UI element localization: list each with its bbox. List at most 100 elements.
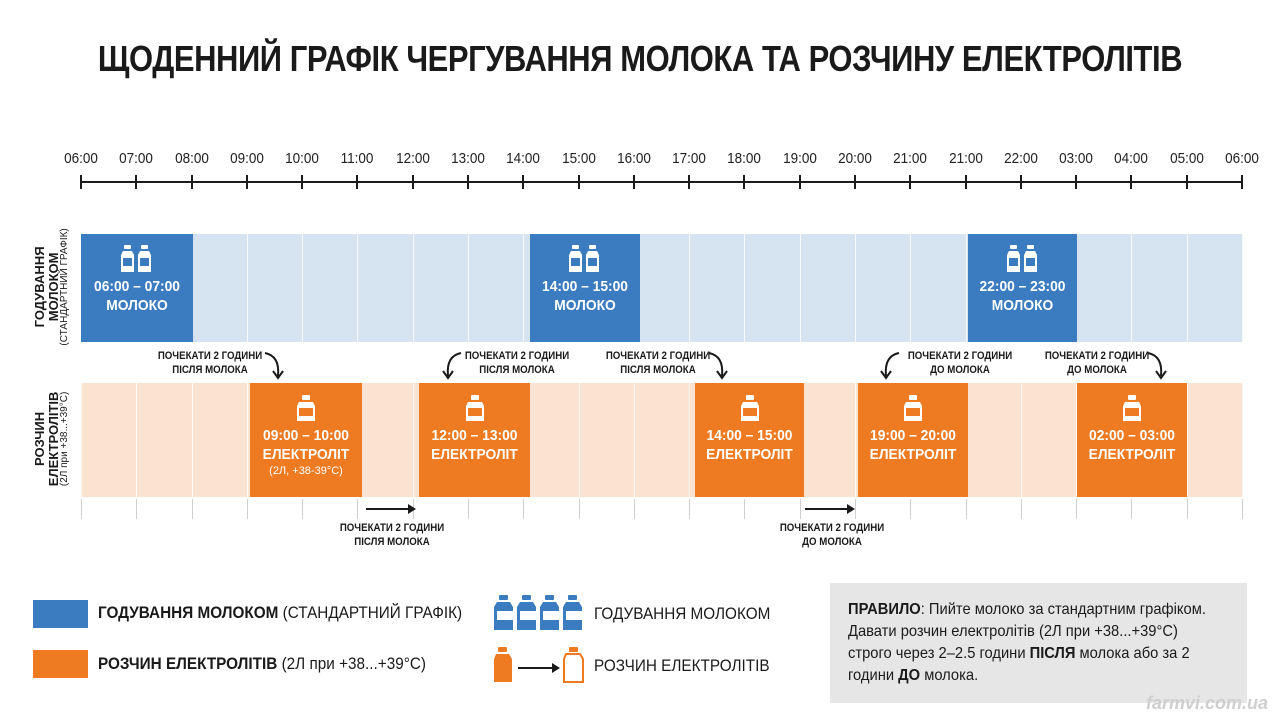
- grid-line: [302, 234, 304, 342]
- time-tick: [80, 175, 82, 189]
- grid-tick-bottom: [302, 499, 304, 519]
- rule-text: ПРАВИЛО: Пийте молоко за стандартним гра…: [848, 599, 1216, 687]
- legend-electrolyte-swatch: [33, 650, 88, 678]
- time-tick: [190, 175, 193, 189]
- grid-line: [191, 383, 193, 497]
- electrolyte-transition-icon: [494, 647, 584, 683]
- rule-text-3: молока.: [920, 667, 979, 684]
- grid-line: [855, 234, 856, 342]
- wait-note-line1: ПОЧЕКАТИ 2 ГОДИНИ: [1044, 350, 1150, 362]
- wait-note-line2: ДО МОЛОКА: [1067, 364, 1127, 376]
- grid-line: [412, 234, 414, 342]
- grid-line: [81, 383, 82, 497]
- milk-block: 22:00 – 23:00 МОЛОКО: [968, 234, 1077, 342]
- grid-line: [246, 234, 248, 342]
- curved-arrow-icon: [442, 352, 462, 380]
- legend-milk-icon-label: ГОДУВАННЯ МОЛОКОМ: [594, 604, 771, 623]
- right-arrow-icon: [366, 504, 416, 514]
- grid-line: [1020, 383, 1022, 497]
- legend-milk-rest: (СТАНДАРТНИЙ ГРАФІК): [278, 603, 463, 622]
- right-arrow-icon: [805, 504, 855, 514]
- grid-tick-bottom: [468, 499, 469, 519]
- watermark: farmvi.com.ua: [1145, 693, 1268, 713]
- electrolyte-block-name: ЕЛЕКТРОЛІТ: [706, 446, 793, 463]
- wait-note: ПОЧЕКАТИ 2 ГОДИНИ ПІСЛЯ МОЛОКА: [330, 521, 453, 549]
- grid-line: [1242, 234, 1243, 342]
- time-tick-label: 09:00: [229, 150, 264, 167]
- wait-note-line2: ПІСЛЯ МОЛОКА: [354, 536, 430, 548]
- time-tick-label: 22:00: [1003, 150, 1038, 167]
- grid-tick-bottom: [357, 499, 359, 519]
- time-tick: [964, 175, 967, 189]
- legend-milk-text: ГОДУВАННЯ МОЛОКОМ (СТАНДАРТНИЙ ГРАФІК): [98, 603, 462, 623]
- grid-tick-bottom: [965, 499, 967, 519]
- electrolyte-block-note: (2Л, +38-39°С): [269, 465, 343, 477]
- wait-note: ПОЧЕКАТИ 2 ГОДИНИ ДО МОЛОКА: [898, 349, 1021, 377]
- time-tick-label: 06:00: [64, 150, 98, 167]
- wait-note-line1: ПОЧЕКАТИ 2 ГОДИНИ: [157, 350, 263, 362]
- time-tick: [135, 175, 138, 189]
- electrolyte-bottle-icon: [740, 395, 759, 421]
- legend-milk-swatch: [33, 600, 88, 628]
- grid-tick-bottom: [633, 499, 635, 519]
- time-tick: [1075, 175, 1078, 189]
- electrolyte-row-label: РОЗЧИН ЕЛЕКТРОЛІТІВ (2Л при +38...+39°С): [32, 374, 71, 504]
- electrolyte-row-subtitle: (2Л при +38...+39°С): [59, 391, 71, 487]
- grid-line: [136, 383, 138, 497]
- grid-line: [799, 234, 801, 342]
- time-tick-label: 12:00: [395, 150, 430, 167]
- electrolyte-block-time: 12:00 – 13:00: [431, 427, 518, 444]
- wait-note: ПОЧЕКАТИ 2 ГОДИНИ ПІСЛЯ МОЛОКА: [455, 349, 578, 377]
- electrolyte-block-name: ЕЛЕКТРОЛІТ: [869, 446, 957, 463]
- milk-bottles-icon: [1006, 245, 1037, 272]
- time-tick-label: 16:00: [616, 150, 651, 167]
- time-tick-label: 13:00: [451, 150, 485, 167]
- time-tick: [522, 175, 525, 189]
- wait-note: ПОЧЕКАТИ 2 ГОДИНИ ПІСЛЯ МОЛОКА: [148, 349, 271, 377]
- grid-line: [1186, 383, 1188, 497]
- milk-row-label: ГОДУВАННЯ МОЛОКОМ (СТАНДАРТНИЙ ГРАФІК): [32, 222, 71, 352]
- milk-block-time: 14:00 – 15:00: [542, 278, 628, 295]
- time-tick-label: 06:00: [1225, 150, 1259, 167]
- rule-before: ДО: [898, 667, 921, 684]
- grid-line: [965, 234, 967, 342]
- rule-text-1: : Пийте молоко за стандартним графіком. …: [848, 601, 1206, 662]
- grid-line: [1076, 383, 1078, 497]
- time-tick: [909, 175, 912, 189]
- time-tick-label: 04:00: [1114, 150, 1149, 167]
- time-tick: [245, 175, 248, 189]
- electrolyte-row-title: РОЗЧИН ЕЛЕКТРОЛІТІВ: [32, 391, 61, 487]
- grid-line: [855, 383, 856, 497]
- grid-tick-bottom: [855, 499, 856, 519]
- grid-line: [246, 383, 248, 497]
- milk-block-name: МОЛОКО: [991, 297, 1054, 314]
- grid-line: [468, 234, 469, 342]
- milk-block: 06:00 – 07:00 МОЛОКО: [81, 234, 193, 342]
- electrolyte-bottle-icon: [297, 395, 315, 421]
- time-tick-label: 10:00: [285, 150, 320, 167]
- legend-electrolyte-rest: (2Л при +38...+39°С): [277, 654, 426, 673]
- time-tick: [798, 175, 801, 189]
- electrolyte-block: 02:00 – 03:00 ЕЛЕКТРОЛІТ: [1077, 383, 1187, 497]
- electrolyte-block: 19:00 – 20:00 ЕЛЕКТРОЛІТ: [858, 383, 968, 497]
- electrolyte-block-time: 14:00 – 15:00: [706, 427, 793, 444]
- wait-note-line2: ПІСЛЯ МОЛОКА: [620, 364, 696, 376]
- wait-note-line1: ПОЧЕКАТИ 2 ГОДИНИ: [907, 350, 1013, 362]
- grid-tick-bottom: [136, 499, 138, 519]
- grid-line: [1242, 383, 1243, 497]
- grid-tick-bottom: [523, 499, 525, 519]
- wait-note: ПОЧЕКАТИ 2 ГОДИНИ ДО МОЛОКА: [1035, 349, 1158, 377]
- grid-tick-bottom: [689, 499, 691, 519]
- grid-tick-bottom: [81, 499, 82, 519]
- grid-tick-bottom: [910, 499, 912, 519]
- curved-arrow-icon: [264, 352, 284, 380]
- time-tick-label: 14:00: [506, 150, 541, 167]
- time-tick-label: 21:00: [948, 150, 983, 167]
- time-tick-label: 07:00: [119, 150, 154, 167]
- electrolyte-block: 12:00 – 13:00 ЕЛЕКТРОЛІТ: [419, 383, 530, 497]
- legend-milk-bold: ГОДУВАННЯ МОЛОКОМ: [98, 603, 279, 622]
- time-tick-label: 19:00: [782, 150, 817, 167]
- milk-row-title: ГОДУВАННЯ МОЛОКОМ: [32, 246, 61, 328]
- grid-line: [357, 234, 359, 342]
- electrolyte-block-name: ЕЛЕКТРОЛІТ: [262, 446, 350, 463]
